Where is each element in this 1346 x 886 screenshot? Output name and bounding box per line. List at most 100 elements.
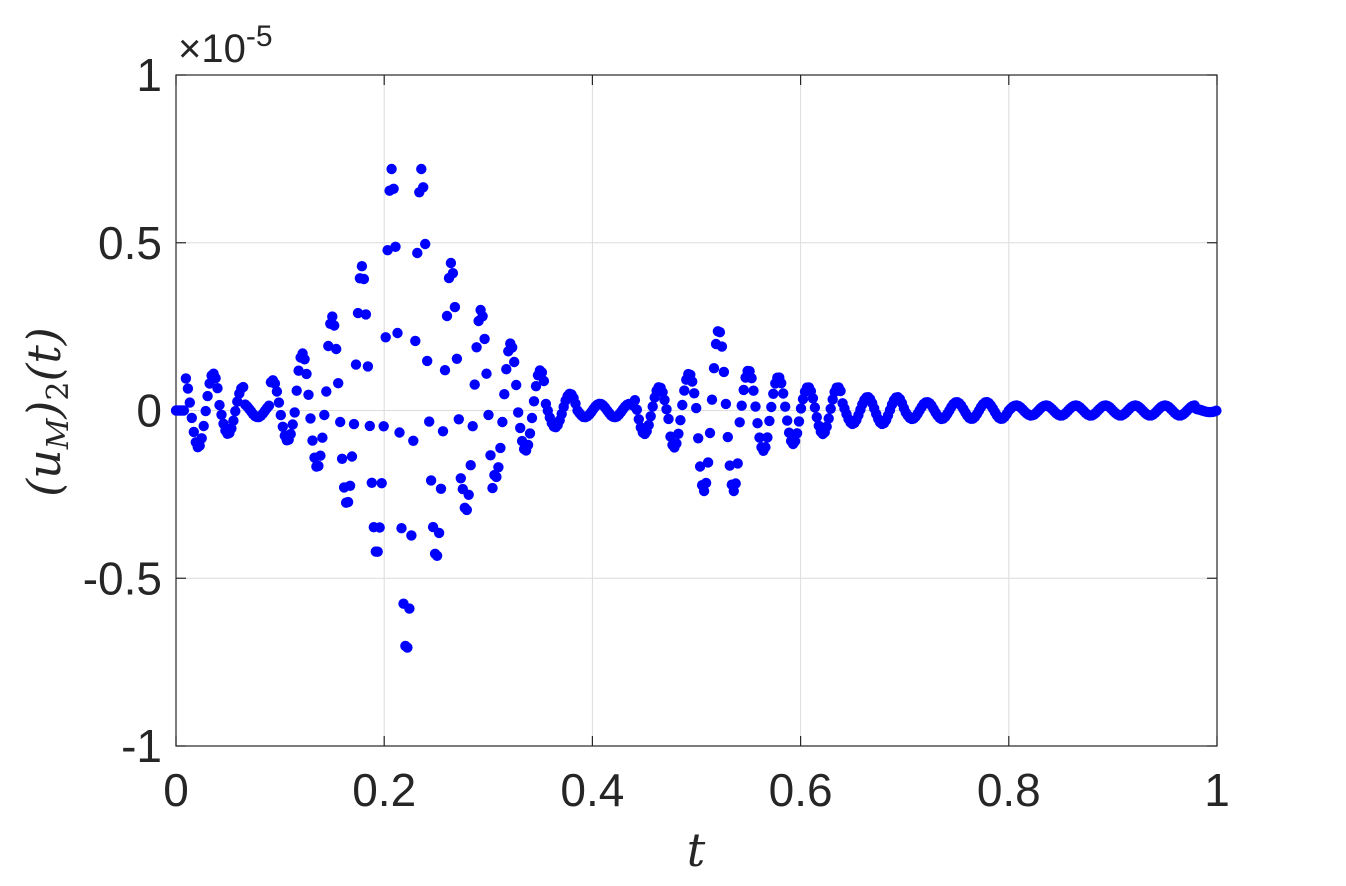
data-point — [380, 332, 391, 343]
data-point — [734, 417, 745, 428]
data-point — [694, 461, 706, 472]
data-point — [491, 471, 502, 483]
data-point — [477, 311, 488, 322]
data-point — [687, 376, 698, 387]
y-tick-label: 0 — [136, 385, 162, 437]
data-point — [526, 412, 538, 424]
data-point — [273, 397, 285, 408]
data-point — [329, 320, 340, 331]
y-tick-label: 0.5 — [98, 217, 162, 269]
data-point — [333, 378, 344, 389]
data-point — [716, 341, 728, 352]
data-point — [780, 401, 791, 412]
data-point — [821, 421, 832, 432]
data-point — [732, 458, 743, 469]
data-point — [188, 426, 199, 438]
data-point — [390, 241, 401, 252]
data-point — [416, 163, 427, 175]
data-point — [663, 413, 674, 425]
data-point — [522, 439, 534, 451]
data-point — [689, 388, 700, 399]
data-point — [461, 504, 472, 516]
data-point — [301, 368, 312, 380]
data-point — [327, 311, 338, 322]
data-point — [232, 396, 243, 407]
data-point — [356, 261, 368, 272]
data-point — [382, 245, 393, 256]
data-point — [378, 421, 389, 432]
data-point — [441, 310, 453, 322]
data-point — [271, 386, 283, 397]
data-point — [287, 419, 298, 430]
data-point — [216, 409, 227, 420]
data-point — [536, 367, 548, 378]
x-tick-label: 0.2 — [352, 764, 416, 816]
data-point — [453, 414, 464, 425]
data-point — [538, 375, 550, 387]
data-point — [418, 182, 429, 193]
data-point — [693, 433, 704, 444]
data-point — [515, 422, 526, 434]
x-tick-label: 0.6 — [769, 764, 833, 816]
data-point — [782, 415, 793, 426]
data-point — [198, 420, 209, 432]
data-point — [795, 403, 807, 414]
data-point — [214, 399, 225, 411]
data-point — [479, 333, 490, 345]
data-point — [437, 426, 449, 437]
data-point — [202, 390, 213, 402]
data-point — [730, 478, 741, 489]
data-point — [483, 409, 494, 421]
data-point — [631, 404, 643, 415]
data-point — [303, 389, 314, 400]
data-point — [497, 416, 508, 428]
data-point — [714, 327, 726, 338]
x-axis-label: t — [687, 823, 706, 877]
data-point — [425, 475, 437, 486]
data-point — [746, 373, 757, 384]
data-point — [307, 435, 318, 446]
data-point — [396, 523, 407, 534]
data-point — [433, 527, 445, 539]
data-point — [291, 385, 302, 396]
data-point — [350, 359, 362, 370]
data-point — [386, 163, 397, 175]
data-point — [706, 394, 718, 405]
data-point — [277, 421, 288, 432]
data-point — [708, 363, 720, 374]
data-point — [210, 373, 221, 384]
data-point — [366, 477, 377, 488]
data-point — [196, 433, 207, 444]
data-point — [778, 388, 789, 399]
data-point — [471, 342, 482, 353]
data-point — [659, 394, 670, 406]
data-point — [319, 409, 330, 421]
x-tick-labels: 0 0.2 0.4 0.6 0.8 1 — [163, 764, 1230, 816]
data-point — [760, 442, 771, 453]
data-point — [372, 546, 383, 557]
data-point — [768, 388, 779, 399]
data-point — [317, 432, 328, 443]
data-point — [811, 412, 822, 423]
data-point — [511, 379, 522, 391]
data-point — [509, 356, 520, 368]
data-point — [289, 407, 300, 418]
data-point — [402, 642, 413, 653]
data-point — [394, 427, 405, 438]
data-point — [315, 450, 326, 461]
data-point — [665, 431, 676, 442]
data-point — [463, 489, 474, 500]
data-point — [823, 413, 834, 424]
data-point — [720, 398, 732, 410]
data-point — [422, 355, 433, 367]
data-point — [313, 460, 324, 472]
data-point — [754, 432, 765, 443]
data-point — [275, 409, 286, 421]
data-point — [499, 389, 510, 400]
data-point — [791, 428, 803, 439]
data-point — [750, 401, 761, 412]
data-point — [364, 420, 375, 432]
y-axis-label: (uM)2(t) — [17, 327, 76, 497]
data-point — [501, 364, 512, 375]
